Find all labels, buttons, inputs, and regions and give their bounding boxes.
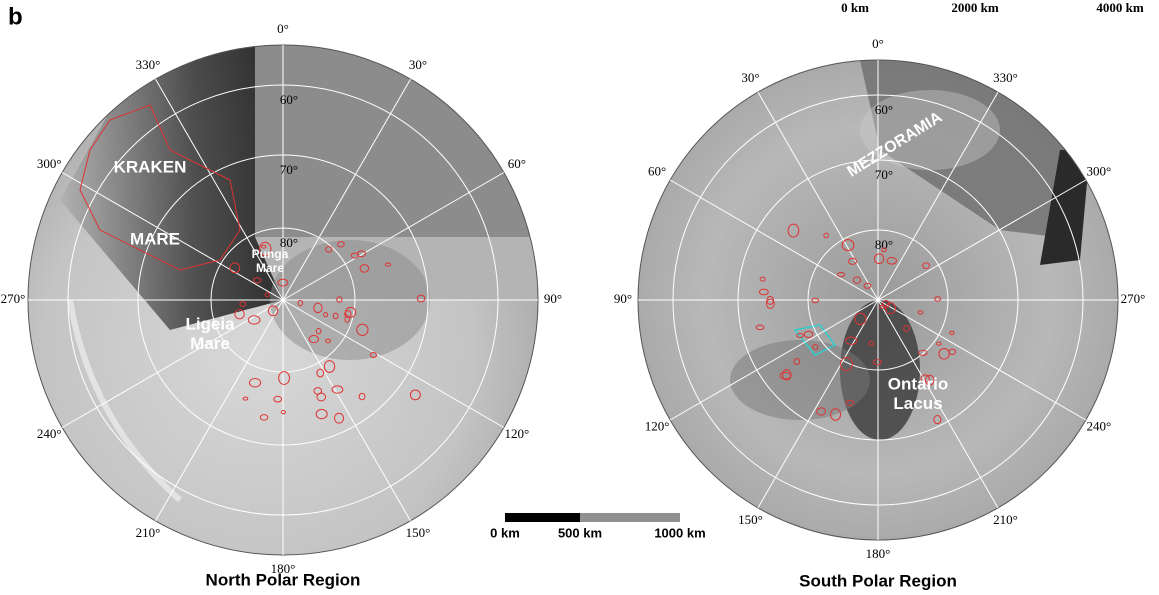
feature-label: Lacus [893,394,942,413]
longitude-label: 90° [544,291,562,306]
longitude-label: 0° [277,21,289,36]
longitude-label: 210° [136,525,161,540]
longitude-label: 60° [648,163,666,178]
longitude-label: 270° [1121,291,1146,306]
latitude-label: 70° [280,162,298,177]
longitude-label: 330° [993,70,1018,85]
feature-label: Ontario [888,374,948,393]
feature-label: MARE [130,229,180,248]
longitude-label: 30° [741,70,759,85]
scale-label: 0 km [490,525,520,540]
latitude-label: 60° [280,92,298,107]
feature-label: Mare [190,334,230,353]
map-title: North Polar Region [206,570,361,589]
longitude-label: 150° [738,512,763,527]
longitude-label: 210° [993,512,1018,527]
feature-label: Mare [256,261,284,275]
longitude-label: 300° [1086,163,1111,178]
longitude-label: 270° [1,291,26,306]
longitude-label: 300° [37,156,62,171]
longitude-label: 330° [136,57,161,72]
latitude-label: 70° [875,167,893,182]
longitude-label: 30° [409,57,427,72]
panel-label: b [8,3,23,30]
feature-label: Punga [252,247,289,261]
scale-label: 4000 km [1096,0,1143,15]
longitude-label: 120° [504,426,529,441]
latitude-label: 60° [875,102,893,117]
scale-segment [505,513,580,522]
longitude-label: 60° [508,156,526,171]
feature-label: Ligeia [185,314,235,333]
latitude-label: 80° [875,237,893,252]
longitude-label: 90° [614,291,632,306]
scale-label: 500 km [558,525,602,540]
longitude-label: 150° [406,525,431,540]
bottom-scale-bar [505,513,680,522]
scale-label: 2000 km [951,0,998,15]
feature-label: KRAKEN [114,157,187,176]
figure: b 0 km 2000 km 4000 km 0 km 500 km 1000 km 0° 3… [0,0,1159,595]
map-title: South Polar Region [799,571,957,590]
longitude-label: 240° [1086,418,1111,433]
longitude-label: 240° [37,426,62,441]
longitude-label: 0° [872,36,884,51]
scale-label: 1000 km [654,525,705,540]
longitude-label: 180° [866,546,891,561]
longitude-label: 120° [645,418,670,433]
scale-label: 0 km [841,0,869,15]
scale-segment [580,513,680,522]
